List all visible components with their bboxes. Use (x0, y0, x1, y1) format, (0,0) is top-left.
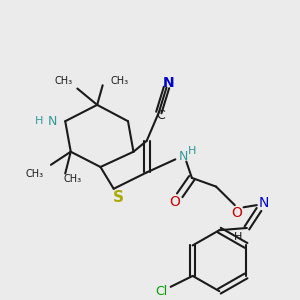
Text: O: O (169, 195, 180, 209)
Text: CH₃: CH₃ (64, 174, 82, 184)
Text: S: S (112, 190, 124, 205)
Text: H: H (234, 232, 242, 242)
Text: N: N (178, 150, 188, 163)
Text: C: C (157, 109, 165, 122)
Text: Cl: Cl (156, 285, 168, 298)
Text: CH₃: CH₃ (25, 169, 43, 178)
Text: CH₃: CH₃ (110, 76, 128, 86)
Text: H: H (34, 116, 43, 126)
Text: CH₃: CH₃ (55, 76, 73, 86)
Text: H: H (188, 146, 196, 156)
Text: N: N (47, 115, 57, 128)
Text: O: O (232, 206, 242, 220)
Text: N: N (163, 76, 175, 90)
Text: N: N (258, 196, 268, 210)
